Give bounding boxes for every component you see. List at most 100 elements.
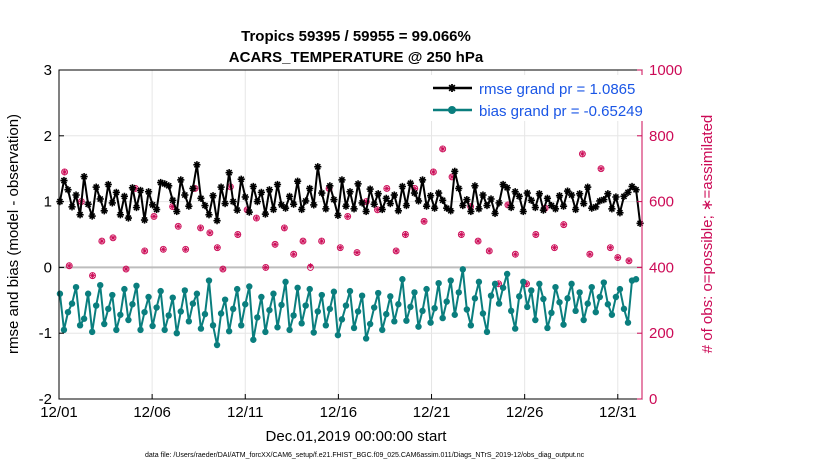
rmse-point — [128, 184, 137, 192]
bias-point — [169, 294, 176, 301]
rmse-point-stroke — [145, 188, 152, 195]
y-right-axis-label: # of obs: o=possible; ∗=assimilated — [699, 115, 716, 354]
rmse-point — [471, 182, 479, 190]
rmse-point-stroke — [415, 197, 422, 205]
obs-assimilated-point-stroke — [235, 232, 240, 237]
obs-assimilated-point — [300, 238, 306, 244]
bias-point — [298, 320, 305, 327]
bias-point — [451, 311, 458, 318]
rmse-point-stroke — [85, 201, 92, 208]
rmse-point — [209, 192, 217, 200]
rmse-point-stroke — [363, 208, 370, 215]
rmse-point — [378, 205, 386, 214]
rmse-point — [189, 184, 197, 193]
obs-assimilated-point — [214, 245, 220, 251]
obs-possible-point — [61, 168, 69, 176]
rmse-point — [140, 216, 149, 224]
rmse-point-stroke — [383, 195, 390, 202]
obs-assimilated-point-stroke — [354, 250, 360, 255]
rmse-point-stroke — [600, 196, 607, 203]
obs-possible-point — [299, 237, 307, 245]
bias-point — [524, 303, 531, 311]
obs-assimilated-point-stroke — [403, 232, 408, 237]
bias-series — [56, 266, 640, 349]
rmse-point-stroke — [322, 205, 329, 212]
rmse-point-stroke — [516, 193, 523, 200]
rmse-point-stroke — [467, 208, 474, 215]
obs-assimilated-point — [110, 235, 116, 241]
bias-point — [511, 325, 519, 332]
obs-possible-point — [597, 165, 605, 173]
bias-point — [415, 323, 422, 330]
bias-point — [56, 290, 64, 297]
y-left-tick-label: 3 — [44, 62, 52, 79]
rmse-point — [431, 204, 439, 212]
rmse-point — [443, 204, 451, 212]
rmse-point-stroke — [475, 205, 483, 212]
rmse-point-stroke — [97, 195, 104, 203]
rmse-point — [326, 182, 334, 190]
rmse-point — [567, 191, 576, 199]
rmse-point — [310, 201, 318, 209]
rmse-point-stroke — [125, 214, 132, 222]
bias-point — [113, 326, 120, 334]
rmse-point-stroke — [201, 202, 209, 209]
obs-assimilated-point — [281, 225, 287, 231]
bias-point — [419, 307, 426, 315]
rmse-point — [447, 207, 455, 215]
rmse-point-stroke — [371, 201, 378, 208]
rmse-point-stroke — [161, 180, 168, 187]
bias-point — [266, 306, 273, 314]
rmse-point-stroke — [246, 209, 253, 216]
bias-point — [185, 318, 193, 325]
rmse-point-stroke — [471, 182, 479, 189]
rmse-point-stroke — [60, 177, 68, 184]
bias-point — [177, 308, 184, 315]
obs-assimilated-point — [319, 238, 325, 244]
bias-point — [68, 300, 76, 307]
bias-point — [189, 300, 197, 307]
rmse-point-stroke — [391, 191, 398, 199]
rmse-point — [350, 205, 358, 213]
obs-possible-point — [65, 262, 73, 270]
obs-possible-point — [89, 272, 96, 280]
obs-assimilated-point — [384, 185, 390, 192]
rmse-point-stroke — [189, 185, 196, 192]
rmse-point-stroke — [153, 206, 160, 213]
bias-point — [580, 316, 587, 324]
rmse-point-stroke — [334, 212, 342, 219]
rmse-point-stroke — [512, 188, 519, 195]
bias-point — [117, 311, 124, 318]
bias-point — [238, 322, 245, 329]
obs-assimilated-point — [337, 245, 343, 251]
bias-point — [528, 287, 535, 294]
obs-assimilated-point — [175, 223, 181, 229]
rmse-point — [354, 180, 362, 188]
bias-point — [153, 304, 160, 311]
rmse-point — [507, 203, 515, 212]
rmse-point — [535, 190, 543, 198]
obs-assimilated-point-stroke — [282, 225, 287, 231]
bias-point — [536, 280, 543, 288]
obs-possible-point — [614, 254, 622, 261]
bias-point — [608, 311, 616, 318]
obs-possible-point — [560, 221, 568, 229]
obs-assimilated-point-stroke — [345, 214, 350, 219]
obs-assimilated-point-stroke — [431, 169, 436, 175]
rmse-point-stroke — [536, 190, 543, 197]
rmse-point — [96, 195, 104, 203]
bias-point — [181, 287, 189, 294]
rmse-point — [217, 183, 225, 191]
rmse-point — [580, 199, 588, 208]
obs-possible-point — [429, 168, 437, 176]
obs-assimilated-point-stroke — [151, 214, 157, 219]
y-right-tick-label: 1000 — [649, 62, 682, 79]
obs-assimilated-point-stroke — [440, 146, 445, 152]
rmse-point-stroke — [572, 206, 579, 213]
bias-point — [334, 331, 342, 339]
obs-possible-point — [485, 247, 493, 255]
bias-point — [387, 293, 394, 300]
bias-point — [234, 285, 241, 293]
obs-assimilated-point-stroke — [272, 242, 278, 247]
rmse-point-stroke — [560, 203, 567, 210]
